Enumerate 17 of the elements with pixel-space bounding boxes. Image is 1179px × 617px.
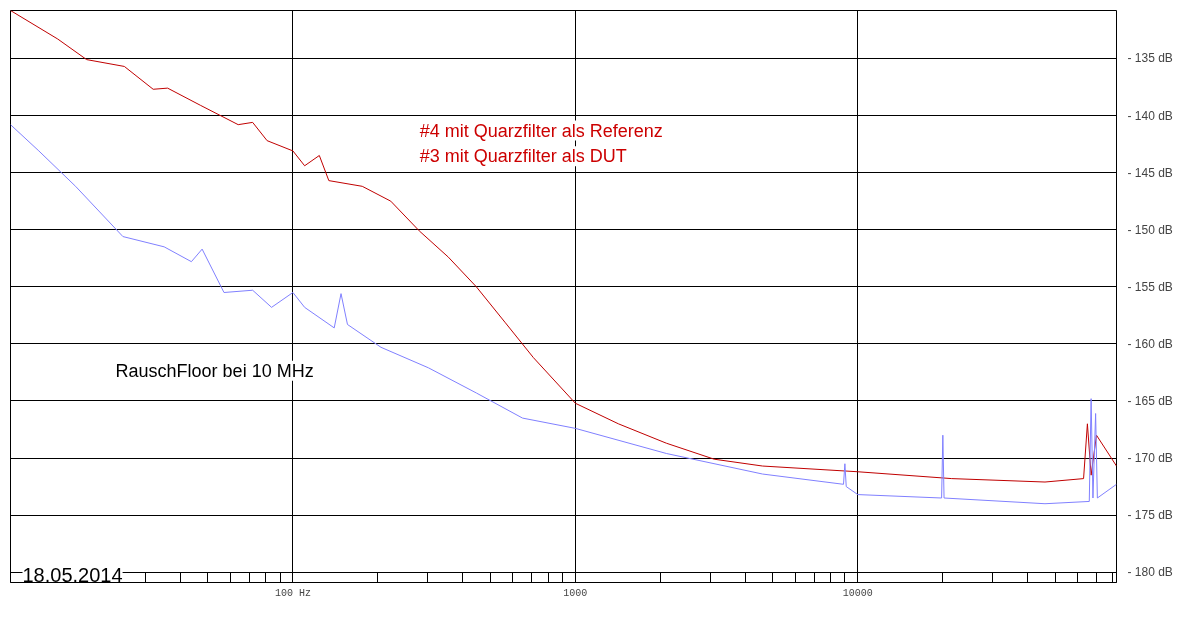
y-tick-label: - 145 dB [1127,165,1173,180]
annotation: #4 mit Quarzfilter als Referenz [419,120,663,141]
y-tick-label: - 155 dB [1127,279,1173,294]
y-tick-label: - 175 dB [1127,508,1173,523]
y-tick-label: - 165 dB [1127,393,1173,408]
x-tick-label: 10000 [842,587,873,599]
y-tick-label: - 140 dB [1127,108,1173,123]
x-tick-label: 1000 [563,587,588,599]
y-tick-label: - 170 dB [1127,451,1173,466]
annotation: RauschFloor bei 10 MHz [115,360,314,381]
annotation: #3 mit Quarzfilter als DUT [419,146,627,167]
y-tick-label: - 135 dB [1127,51,1173,66]
y-tick-label: - 150 dB [1127,222,1173,237]
annotation: 18.05.2014 [22,563,123,586]
y-tick-label: - 160 dB [1127,336,1173,351]
y-tick-label: - 180 dB [1127,565,1173,580]
x-tick-label: 100 Hz [274,587,311,599]
